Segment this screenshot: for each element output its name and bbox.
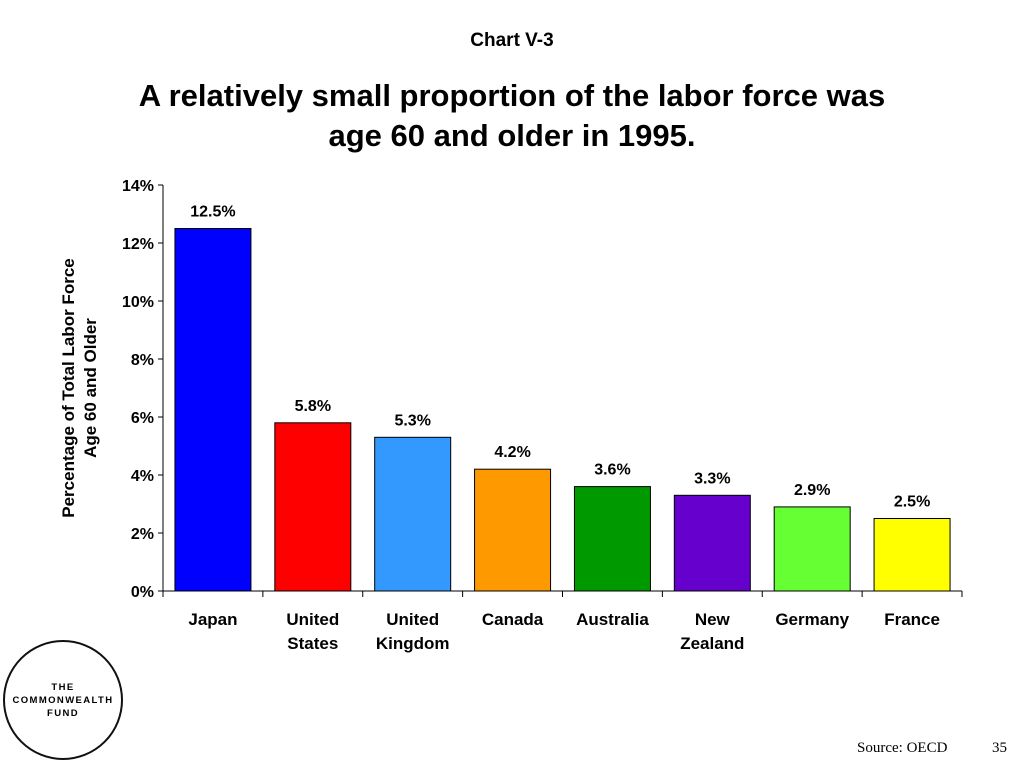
y-axis-label-line: Percentage of Total Labor Force <box>59 258 78 517</box>
data-label: 5.8% <box>295 398 331 415</box>
bar <box>174 228 252 592</box>
x-tick-label-line: States <box>287 634 338 653</box>
y-axis-label: Percentage of Total Labor Force Age 60 an… <box>59 258 100 517</box>
x-tick-label-line: United <box>386 610 439 629</box>
source-note: Source: OECD <box>857 740 948 756</box>
bar <box>374 436 452 592</box>
x-tick-label-line: United <box>286 610 339 629</box>
logo-circle <box>3 640 123 760</box>
bar <box>673 494 751 592</box>
y-tick-label: 8% <box>131 352 154 369</box>
bar <box>474 468 552 592</box>
x-tick-label-line: Australia <box>576 610 649 629</box>
x-tick-label: Australia <box>576 610 649 629</box>
bar <box>573 486 651 592</box>
x-tick-label-line: Japan <box>188 610 237 629</box>
x-tick-label: Japan <box>188 610 237 629</box>
x-tick-label: France <box>884 610 940 629</box>
x-tick-label: Canada <box>482 610 544 629</box>
chart-number-label: Chart V-3 <box>470 30 554 51</box>
y-tick-label: 2% <box>131 526 154 543</box>
x-tick-label: Germany <box>775 610 849 629</box>
page-number: 35 <box>992 740 1007 756</box>
logo-text: THE COMMONWEALTH FUND <box>3 681 123 720</box>
x-tick-label: New Zealand <box>680 610 744 653</box>
data-label: 3.6% <box>594 462 630 479</box>
chart-title-line-2: age 60 and older in 1995. <box>328 118 696 153</box>
y-tick-label: 0% <box>131 584 154 601</box>
bar <box>274 422 352 592</box>
logo-line-3: FUND <box>47 708 79 719</box>
x-tick-label-line: Germany <box>775 610 849 629</box>
chart-title: A relatively small proportion of the lab… <box>92 76 932 156</box>
y-axis-label-line: Age 60 and Older <box>81 318 100 458</box>
y-tick-label: 12% <box>122 236 154 253</box>
data-label: 2.9% <box>794 482 830 499</box>
x-tick-label-line: Canada <box>482 610 544 629</box>
data-label: 12.5% <box>190 204 235 221</box>
commonwealth-fund-logo: THE COMMONWEALTH FUND <box>3 640 123 760</box>
y-tick-label: 6% <box>131 410 154 427</box>
x-tick-label-line: Kingdom <box>376 634 450 653</box>
bar <box>873 518 951 592</box>
chart-title-line-1: A relatively small proportion of the lab… <box>138 78 886 113</box>
logo-line-2: COMMONWEALTH <box>12 695 114 706</box>
logo-line-1: THE <box>51 682 75 693</box>
data-label: 2.5% <box>894 494 930 511</box>
y-tick-label: 14% <box>122 178 154 195</box>
y-tick-label: 10% <box>122 294 154 311</box>
data-label: 5.3% <box>394 412 430 429</box>
x-tick-label: United Kingdom <box>376 610 450 653</box>
y-tick-label: 4% <box>131 468 154 485</box>
x-tick-label: United States <box>286 610 339 653</box>
data-label: 3.3% <box>694 470 730 487</box>
data-label: 4.2% <box>494 444 530 461</box>
x-tick-label-line: Zealand <box>680 634 744 653</box>
bar <box>773 506 851 592</box>
x-tick-label-line: France <box>884 610 940 629</box>
x-tick-label-line: New <box>695 610 731 629</box>
